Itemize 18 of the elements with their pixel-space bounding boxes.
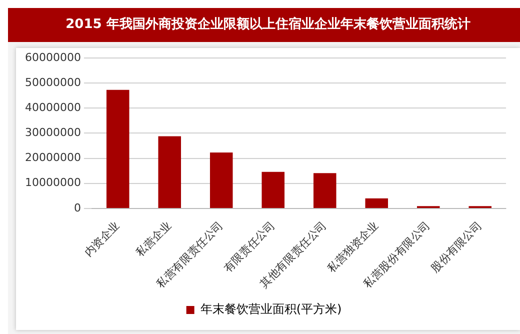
legend-label: 年末餐饮营业面积(平方米) (200, 302, 342, 316)
y-tick-label: 40000000 (24, 101, 81, 114)
y-tick-label: 60000000 (24, 50, 81, 64)
y-tick-label: 0 (74, 201, 81, 214)
bar (106, 90, 130, 208)
y-tick-label: 30000000 (24, 126, 81, 140)
bar (262, 172, 285, 208)
bar (158, 136, 181, 208)
y-tick-label: 50000000 (24, 76, 81, 89)
y-tick-label: 20000000 (24, 151, 81, 164)
bar (365, 198, 388, 208)
x-tick-label: 股份有限公司 (428, 219, 484, 275)
chart-title: 2015 年我国外商投资企业限额以上住宿业企业年末餐饮营业面积统计 (8, 8, 520, 42)
x-tick-label: 内资企业 (82, 219, 122, 260)
bar (210, 152, 233, 208)
x-tick-label: 私营企业 (133, 219, 174, 260)
bar (313, 173, 336, 208)
y-tick-label: 10000000 (24, 176, 81, 190)
